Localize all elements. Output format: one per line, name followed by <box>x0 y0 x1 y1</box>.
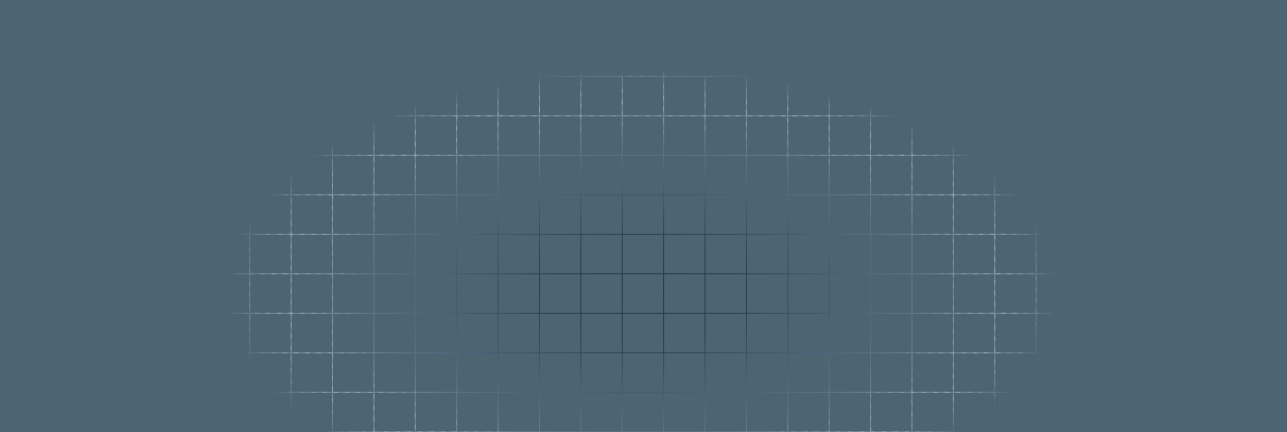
hero-background <box>0 0 1287 432</box>
grid-rim-stipple-lines <box>0 0 1287 432</box>
dome-grid <box>0 0 1287 432</box>
grid-rim-ring <box>0 0 1287 432</box>
rim-dash-pattern <box>0 0 1287 432</box>
